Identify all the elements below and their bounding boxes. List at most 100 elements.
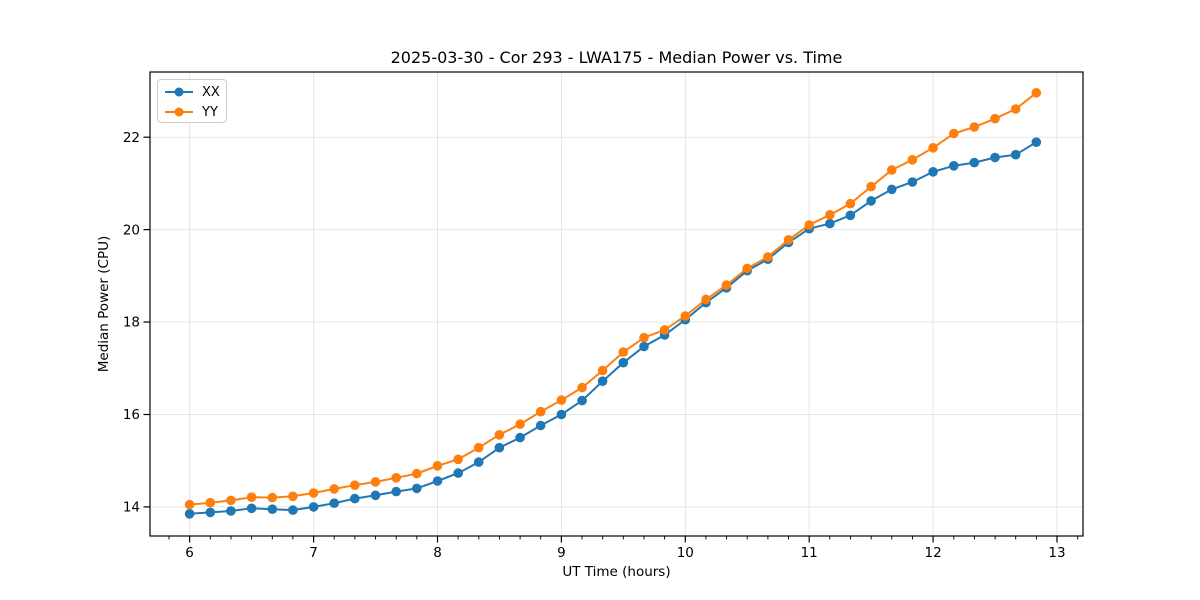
plot-border [149, 71, 1084, 537]
series-yy [184, 88, 1042, 510]
data-point [949, 128, 959, 139]
data-point [412, 483, 422, 494]
x-axis-label: UT Time (hours) [562, 564, 671, 580]
data-point [1031, 88, 1042, 98]
legend-label-xx: XX [202, 84, 220, 100]
x-tick-label: 13 [1048, 545, 1065, 561]
data-point [845, 210, 856, 221]
data-point [783, 235, 794, 245]
data-point [639, 332, 649, 343]
y-axis-ticks: 14 16 18 20 22 [123, 130, 150, 516]
data-point [866, 196, 876, 206]
data-point [432, 461, 443, 471]
x-tick-label: 12 [925, 545, 942, 561]
data-point [928, 143, 938, 153]
data-point [618, 347, 629, 357]
chart-title: 2025-03-30 - Cor 293 - LWA175 - Median P… [390, 48, 843, 67]
data-point [969, 157, 980, 168]
data-point [804, 220, 814, 230]
data-point [556, 395, 567, 405]
data-point [308, 488, 319, 498]
data-point [763, 252, 773, 262]
data-point [535, 406, 546, 417]
data-point [866, 181, 876, 192]
y-tick-label: 20 [123, 222, 140, 238]
data-point [370, 490, 381, 501]
x-tick-label: 10 [677, 545, 694, 561]
data-point [949, 161, 959, 171]
data-point [226, 506, 236, 516]
legend-item-xx: XX [158, 82, 226, 102]
x-tick-label: 7 [309, 545, 318, 561]
y-tick-label: 14 [123, 500, 140, 516]
data-point [350, 493, 360, 504]
data-point [329, 484, 340, 494]
data-point [453, 468, 464, 478]
data-point [205, 507, 216, 518]
data-point [721, 280, 732, 290]
data-point [494, 442, 505, 453]
data-point [845, 198, 856, 209]
data-point [226, 495, 236, 506]
legend-label-yy: YY [202, 104, 218, 120]
data-point [907, 177, 918, 187]
data-point [597, 376, 608, 387]
data-point [308, 502, 319, 512]
data-point [969, 122, 980, 132]
data-point [577, 395, 587, 406]
data-point [391, 486, 402, 497]
x-tick-label: 8 [433, 545, 442, 561]
x-tick-label: 11 [801, 545, 818, 561]
legend-marker-yy-icon [165, 107, 193, 117]
data-point [432, 476, 443, 486]
series-line [189, 141, 1037, 515]
data-point [887, 184, 897, 195]
data-point [701, 294, 711, 305]
data-point [928, 167, 938, 177]
data-point [639, 341, 649, 352]
data-point [184, 499, 195, 510]
data-point [535, 420, 546, 431]
data-point [515, 432, 525, 443]
y-tick-label: 22 [123, 130, 140, 146]
x-tick-label: 9 [557, 545, 566, 561]
y-tick-label: 16 [123, 407, 140, 423]
data-point [990, 113, 1000, 124]
data-point [370, 477, 381, 487]
data-point [825, 210, 835, 220]
data-point [1010, 149, 1021, 160]
data-point [184, 509, 195, 519]
legend: XX YY [157, 79, 227, 123]
data-point [246, 503, 257, 514]
data-point [907, 155, 918, 165]
data-point [742, 263, 752, 274]
data-point [990, 152, 1000, 163]
data-point [205, 497, 216, 508]
data-point [494, 430, 505, 440]
data-point [350, 480, 360, 491]
data-point [246, 492, 257, 503]
y-tick-label: 18 [123, 315, 140, 331]
series-xx [184, 137, 1042, 519]
data-point [680, 311, 691, 321]
data-point [288, 505, 298, 515]
legend-marker-xx-icon [165, 87, 193, 97]
data-point [267, 504, 278, 514]
x-tick-label: 6 [185, 545, 194, 561]
data-point [515, 419, 525, 430]
data-point [1010, 104, 1021, 114]
data-point [618, 357, 629, 368]
series-line [189, 92, 1037, 506]
data-point [597, 365, 608, 376]
x-axis-ticks: 6 7 8 9 10 11 12 13 [168, 536, 1079, 561]
data-point [577, 382, 587, 393]
data-point [453, 454, 464, 465]
y-axis-label: Median Power (CPU) [96, 235, 112, 373]
data-point [1031, 137, 1042, 147]
data-point [329, 498, 340, 509]
data-point [412, 468, 422, 479]
data-point [473, 442, 484, 453]
data-point [267, 492, 278, 503]
